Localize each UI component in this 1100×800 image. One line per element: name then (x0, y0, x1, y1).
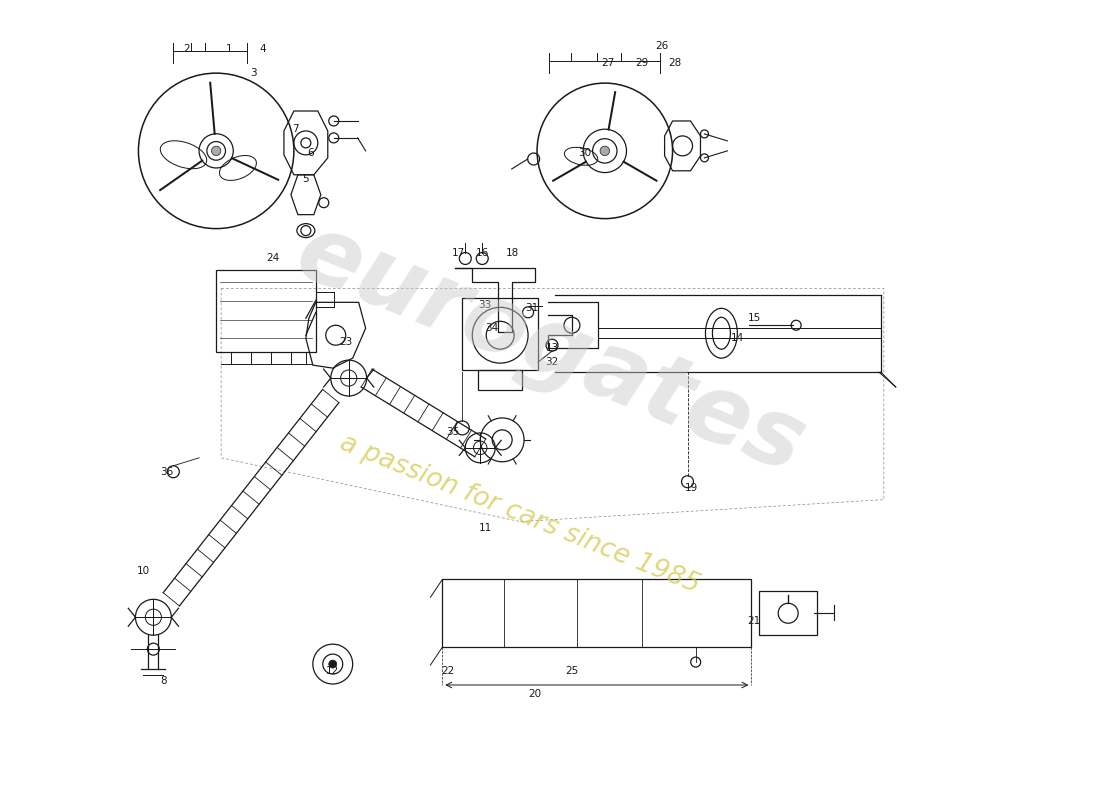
Text: 12: 12 (326, 666, 340, 676)
Text: a passion for cars since 1985: a passion for cars since 1985 (337, 430, 704, 599)
Text: 5: 5 (302, 174, 309, 184)
Text: 29: 29 (635, 58, 648, 68)
Text: 31: 31 (526, 303, 539, 314)
Text: 11: 11 (478, 522, 492, 533)
Text: 3: 3 (250, 68, 256, 78)
Bar (759, 591, 817, 635)
Bar (478, 370, 522, 390)
Bar (442, 579, 751, 647)
Bar (462, 298, 538, 370)
Text: 34: 34 (485, 323, 498, 334)
Text: 1: 1 (226, 44, 232, 54)
Text: 14: 14 (730, 334, 744, 343)
Text: 16: 16 (475, 247, 488, 258)
Text: 30: 30 (579, 148, 592, 158)
Text: 13: 13 (546, 343, 559, 353)
Text: 15: 15 (748, 314, 761, 323)
Text: 7: 7 (293, 124, 299, 134)
Text: 24: 24 (266, 254, 279, 263)
Text: 21: 21 (748, 616, 761, 626)
Text: 6: 6 (308, 148, 315, 158)
Text: 28: 28 (668, 58, 681, 68)
Text: 25: 25 (565, 666, 579, 676)
Circle shape (601, 146, 609, 156)
Text: 33: 33 (478, 300, 492, 310)
Text: 18: 18 (506, 247, 519, 258)
Text: 10: 10 (136, 566, 150, 577)
Text: 20: 20 (528, 689, 541, 699)
Text: eurogates: eurogates (283, 206, 817, 494)
Circle shape (211, 146, 221, 155)
Text: 2: 2 (183, 44, 189, 54)
Text: 19: 19 (685, 482, 698, 493)
Circle shape (329, 660, 337, 668)
Bar (217, 270, 316, 352)
Text: 35: 35 (446, 427, 459, 437)
Text: 17: 17 (452, 247, 465, 258)
Text: 23: 23 (339, 338, 352, 347)
Text: 26: 26 (654, 42, 668, 51)
Text: 36: 36 (160, 466, 173, 477)
Text: 32: 32 (546, 357, 559, 367)
Text: 8: 8 (160, 676, 167, 686)
Text: 27: 27 (602, 58, 615, 68)
Text: 22: 22 (442, 666, 455, 676)
Text: 4: 4 (260, 44, 266, 54)
